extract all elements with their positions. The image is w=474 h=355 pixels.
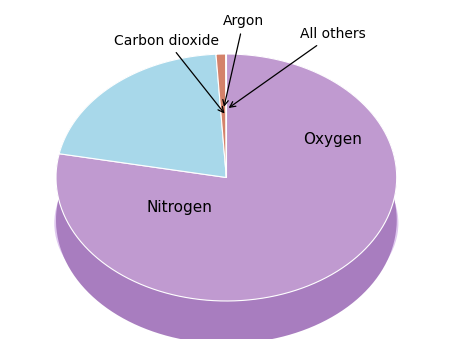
Text: Argon: Argon — [223, 15, 264, 105]
Polygon shape — [59, 54, 227, 178]
Polygon shape — [59, 54, 216, 196]
Text: Carbon dioxide: Carbon dioxide — [114, 34, 224, 113]
Ellipse shape — [55, 120, 399, 327]
Polygon shape — [216, 54, 226, 97]
Text: Oxygen: Oxygen — [303, 132, 362, 147]
Text: Nitrogen: Nitrogen — [146, 200, 212, 215]
Polygon shape — [56, 54, 397, 344]
Polygon shape — [216, 54, 227, 178]
Text: All others: All others — [230, 27, 366, 107]
Ellipse shape — [56, 127, 397, 313]
Polygon shape — [56, 54, 397, 301]
